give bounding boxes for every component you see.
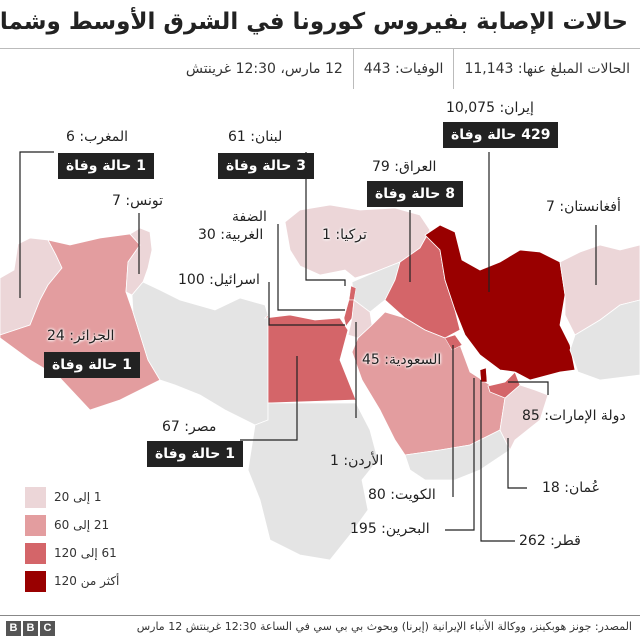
region-qatar[interactable] <box>479 367 488 383</box>
legend: 1 إلى 20 21 إلى 60 61 إلى 120 أكثر من 12… <box>25 483 119 595</box>
label-iran: إيران: 10,075 <box>446 100 534 116</box>
region-pakistan[interactable] <box>569 299 640 381</box>
legend-label: 21 إلى 60 <box>54 518 110 532</box>
footer: B B C المصدر: جونز هوبكينز، ووكالة الأنب… <box>0 615 640 641</box>
label-westbank-1: الضفة <box>232 209 267 225</box>
region-uae[interactable] <box>487 371 521 399</box>
label-jordan: الأردن: 1 <box>330 453 384 469</box>
legend-label: 1 إلى 20 <box>54 490 102 504</box>
label-egypt: مصر: 67 <box>162 419 217 435</box>
deaths-count: الوفيات: 443 <box>354 49 455 89</box>
stats-bar: الحالات المبلغ عنها: 11,143 الوفيات: 443… <box>0 48 640 89</box>
region-israel[interactable] <box>343 299 355 327</box>
deaths-morocco: 1 حالة وفاة <box>58 153 154 179</box>
legend-swatch <box>25 570 46 592</box>
leader-lines <box>19 151 597 542</box>
region-yemen[interactable] <box>404 429 511 481</box>
logo-letter: B <box>23 621 38 636</box>
label-qatar: قطر: 262 <box>519 533 581 549</box>
deaths-lebanon: 3 حالة وفاة <box>218 153 314 179</box>
label-afghanistan: أفغانستان: 7 <box>546 199 621 215</box>
label-oman: عُمان: 18 <box>542 480 600 496</box>
deaths-iran: 429 حالة وفاة <box>443 122 559 148</box>
update-time: 12 مارس، 12:30 غرينتش <box>176 49 354 89</box>
legend-swatch <box>25 542 46 564</box>
region-iran[interactable] <box>424 224 576 381</box>
label-westbank-2: الغربية: 30 <box>198 227 264 243</box>
region-libya[interactable] <box>131 281 269 426</box>
logo-letter: C <box>40 621 55 636</box>
label-uae: دولة الإمارات: 85 <box>522 408 626 424</box>
label-lebanon: لبنان: 61 <box>228 129 283 145</box>
legend-swatch <box>25 486 46 508</box>
legend-item: أكثر من 120 <box>25 567 119 595</box>
label-tunisia: تونس: 7 <box>112 193 163 209</box>
reported-cases: الحالات المبلغ عنها: 11,143 <box>464 61 630 77</box>
bbc-logo: B B C <box>6 621 55 636</box>
legend-label: 61 إلى 120 <box>54 546 117 560</box>
legend-label: أكثر من 120 <box>54 574 120 588</box>
legend-item: 61 إلى 120 <box>25 539 119 567</box>
region-kuwait[interactable] <box>444 334 463 351</box>
legend-item: 21 إلى 60 <box>25 511 119 539</box>
legend-item: 1 إلى 20 <box>25 483 119 511</box>
page-title: حالات الإصابة بفيروس كورونا في الشرق الأ… <box>0 9 628 35</box>
deaths-egypt: 1 حالة وفاة <box>147 441 243 467</box>
label-iraq: العراق: 79 <box>372 159 437 175</box>
legend-swatch <box>25 514 46 536</box>
deaths-iraq: 8 حالة وفاة <box>367 181 463 207</box>
label-morocco: المغرب: 6 <box>66 129 128 145</box>
label-israel: اسرائيل: 100 <box>178 272 260 288</box>
region-egypt[interactable] <box>263 314 357 404</box>
label-kuwait: الكويت: 80 <box>368 487 436 503</box>
label-bahrain: البحرين: 195 <box>350 521 430 537</box>
label-saudi: السعودية: 45 <box>362 352 442 368</box>
logo-letter: B <box>6 621 21 636</box>
source-note: المصدر: جونز هوبكينز، ووكالة الأنباء الإ… <box>136 620 632 633</box>
deaths-algeria: 1 حالة وفاة <box>44 352 140 378</box>
label-turkey: تركيا: 1 <box>322 227 367 243</box>
label-algeria: الجزائر: 24 <box>47 328 115 344</box>
